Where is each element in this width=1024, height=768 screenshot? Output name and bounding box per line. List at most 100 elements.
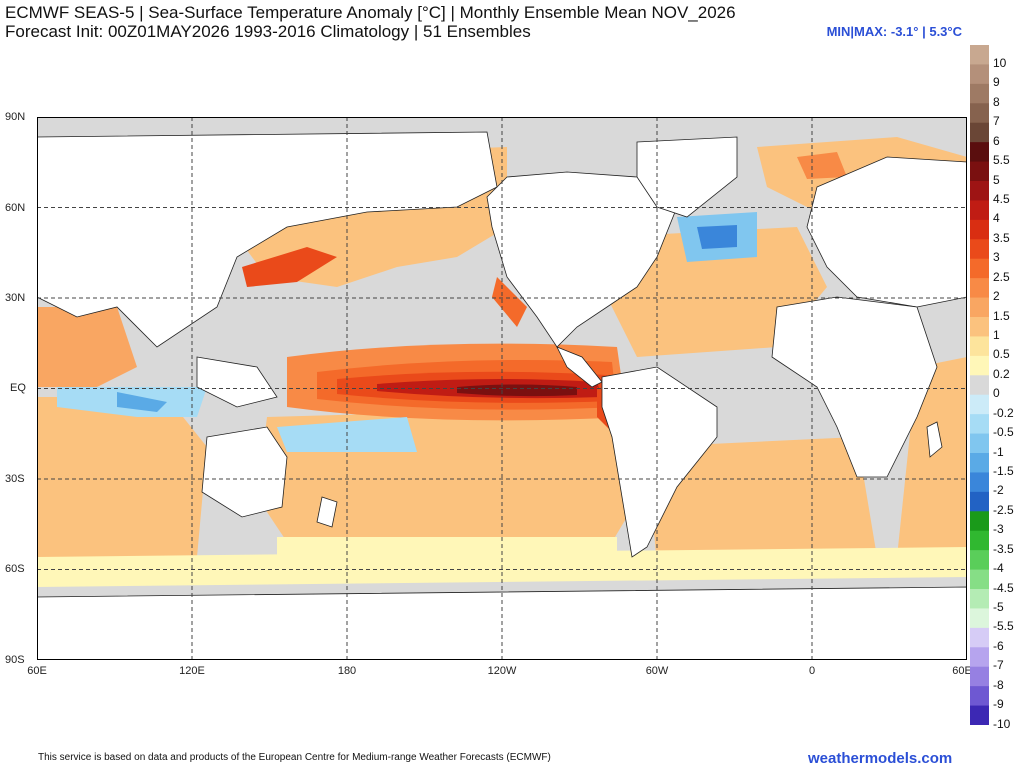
- africa: [771, 296, 938, 478]
- colorbar-label: -5: [993, 600, 1004, 614]
- colorbar-swatch: [970, 589, 989, 609]
- sst-anomaly-map: [37, 117, 967, 660]
- colorbar-swatch: [970, 200, 989, 221]
- colorbar-swatch: [970, 336, 989, 357]
- lat-label-90n: 90N: [5, 111, 26, 123]
- colorbar-swatch: [970, 414, 989, 435]
- colorbar-label: -1.5: [993, 464, 1014, 478]
- south-america: [601, 366, 718, 558]
- lat-label-60n: 60N: [5, 202, 26, 214]
- colorbar-swatch: [970, 181, 989, 201]
- colorbar-swatch: [970, 433, 989, 454]
- central-america: [556, 346, 603, 388]
- lon-label-0: 0: [808, 665, 816, 677]
- graticule: [37, 117, 967, 660]
- greenland: [636, 136, 738, 218]
- baja-warm: [492, 277, 527, 327]
- colorbar-label: 4.5: [993, 192, 1010, 206]
- colorbar-swatch: [970, 705, 989, 725]
- new-zealand: [316, 496, 338, 528]
- colorbar-label: 3.5: [993, 230, 1010, 245]
- kuroshio-warm: [242, 247, 337, 287]
- colorbar-label: 0: [993, 386, 1000, 401]
- colorbar-label: -9: [993, 697, 1004, 712]
- min-max-readout: MIN|MAX: -3.1° | 5.3°C: [826, 24, 962, 39]
- lon-label-60e: 60E: [27, 665, 47, 677]
- colorbar-label: 2.5: [993, 269, 1010, 284]
- colorbar-label: 2: [993, 289, 1000, 304]
- north-atlantic-warm: [607, 227, 827, 357]
- barents-warm: [797, 152, 847, 179]
- australia: [201, 426, 288, 518]
- colorbar-label: -5.5: [993, 619, 1014, 634]
- colorbar-label: 3: [993, 250, 1000, 265]
- chart-title-line2: Forecast Init: 00Z01MAY2026 1993-2016 Cl…: [5, 22, 531, 41]
- colorbar-label: -3.5: [993, 541, 1014, 556]
- colorbar-swatch: [970, 666, 989, 687]
- colorbar-label: 5.5: [993, 153, 1010, 168]
- colorbar-swatch: [970, 569, 989, 590]
- lon-label-60e-right: 60E: [952, 665, 972, 677]
- colorbar-swatch: [970, 258, 989, 279]
- colorbar-label: 0.2: [993, 366, 1010, 381]
- colorbar-label: 7: [993, 114, 1000, 129]
- colorbar-swatch: [970, 45, 989, 65]
- colorbar-swatch: [970, 355, 989, 376]
- colorbar-label: 1: [993, 328, 1000, 342]
- colorbar-label: -4: [993, 561, 1004, 576]
- colorbar-swatch: [970, 64, 989, 85]
- colorbar-swatch: [970, 511, 989, 532]
- colorbar-swatch: [970, 375, 989, 396]
- colorbar-label: -7: [993, 658, 1004, 673]
- lat-label-60s: 60S: [5, 563, 25, 575]
- colorbar-label: -2: [993, 483, 1004, 498]
- colorbar-swatch: [970, 491, 989, 512]
- lat-label-90s: 90S: [5, 654, 25, 666]
- colorbar-swatch: [970, 219, 989, 240]
- colorbar-swatch: [970, 472, 989, 493]
- colorbar-label: -2.5: [993, 502, 1014, 517]
- labrador-core: [697, 225, 737, 249]
- colorbar-swatch: [970, 142, 989, 163]
- colorbar-label: -1: [993, 444, 1004, 459]
- colorbar-label: -10: [993, 716, 1011, 731]
- map-frame: [37, 117, 967, 660]
- colorbar-swatch: [970, 608, 989, 629]
- colorbar-swatch: [970, 161, 989, 182]
- colorbar-swatch: [970, 453, 989, 473]
- eurasia: [37, 131, 498, 348]
- indian-ocean-warm: [37, 397, 207, 567]
- colorbar-label: 9: [993, 75, 1000, 90]
- colorbar-label: -3: [993, 522, 1004, 537]
- madagascar: [926, 421, 943, 458]
- cool-anomaly-regions: [57, 212, 757, 452]
- colorbar-swatch: [970, 317, 989, 337]
- colorbar-label: 6: [993, 133, 1000, 148]
- colorbar-swatch: [970, 278, 989, 299]
- colorbar-label: 1.5: [993, 308, 1010, 323]
- colorbar-label: -4.5: [993, 580, 1014, 595]
- colorbar-label: 0.5: [993, 347, 1010, 362]
- lat-label-30n: 30N: [5, 292, 26, 304]
- southeast-asia-islands: [196, 356, 278, 408]
- colorbar-label: 10: [993, 56, 1007, 70]
- colorbar-swatch: [970, 122, 989, 143]
- colorbar-swatch: [970, 686, 989, 707]
- colorbar-swatch: [970, 297, 989, 318]
- lon-label-120e: 120E: [179, 665, 205, 677]
- arabian-sea-warm: [37, 307, 137, 387]
- lon-label-180: 180: [337, 665, 357, 677]
- lat-label-eq: EQ: [10, 382, 26, 394]
- colorbar-label: -6: [993, 638, 1004, 653]
- colorbar-swatch: [970, 647, 989, 668]
- chart-title-line1: ECMWF SEAS-5 | Sea-Surface Temperature A…: [5, 3, 736, 22]
- lon-label-120w: 120W: [487, 665, 517, 677]
- attribution-text: This service is based on data and produc…: [38, 752, 551, 763]
- colorbar-label: -8: [993, 677, 1004, 692]
- colorbar-swatch: [970, 550, 989, 571]
- brand-link[interactable]: weathermodels.com: [808, 750, 953, 767]
- colorbar-swatch: [970, 103, 989, 124]
- lat-label-30s: 30S: [5, 473, 25, 485]
- colorbar-swatch: [970, 627, 989, 648]
- colorbar-swatch: [970, 83, 989, 104]
